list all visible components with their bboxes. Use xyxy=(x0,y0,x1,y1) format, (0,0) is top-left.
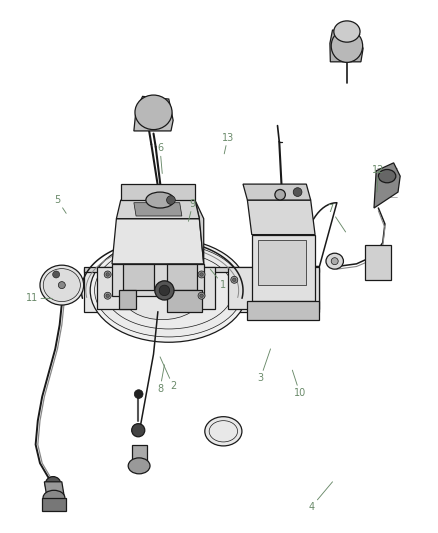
Text: 4: 4 xyxy=(308,482,332,512)
Ellipse shape xyxy=(43,490,65,505)
Polygon shape xyxy=(247,200,315,235)
Circle shape xyxy=(200,273,203,276)
Circle shape xyxy=(200,294,203,297)
Circle shape xyxy=(293,188,302,197)
Polygon shape xyxy=(134,96,173,131)
Circle shape xyxy=(198,271,205,278)
Circle shape xyxy=(134,390,143,399)
Ellipse shape xyxy=(40,265,84,305)
Text: 11: 11 xyxy=(26,293,52,303)
Text: 7: 7 xyxy=(327,204,346,232)
Polygon shape xyxy=(84,266,319,272)
Polygon shape xyxy=(247,301,319,320)
Polygon shape xyxy=(365,245,392,280)
Polygon shape xyxy=(112,219,204,264)
Text: 1: 1 xyxy=(210,269,226,290)
Polygon shape xyxy=(97,266,215,309)
Polygon shape xyxy=(258,240,306,285)
Text: 3: 3 xyxy=(258,349,271,383)
Text: 13: 13 xyxy=(222,133,234,154)
Ellipse shape xyxy=(146,192,174,208)
Circle shape xyxy=(331,257,338,265)
Polygon shape xyxy=(132,445,147,463)
Circle shape xyxy=(53,271,60,278)
Polygon shape xyxy=(123,264,153,290)
Circle shape xyxy=(132,424,145,437)
Polygon shape xyxy=(195,200,204,264)
Polygon shape xyxy=(112,264,204,296)
Polygon shape xyxy=(330,30,363,62)
Polygon shape xyxy=(166,264,197,290)
Text: 10: 10 xyxy=(292,370,306,398)
Polygon shape xyxy=(252,235,315,301)
Polygon shape xyxy=(117,200,199,219)
Circle shape xyxy=(106,273,110,276)
Circle shape xyxy=(275,190,286,200)
Circle shape xyxy=(58,281,65,288)
Circle shape xyxy=(104,271,111,278)
Text: 8: 8 xyxy=(157,365,164,394)
Polygon shape xyxy=(134,203,182,216)
Ellipse shape xyxy=(43,269,81,302)
Circle shape xyxy=(233,278,236,281)
Ellipse shape xyxy=(334,21,360,42)
Circle shape xyxy=(166,196,175,205)
Text: 12: 12 xyxy=(372,165,385,192)
Polygon shape xyxy=(243,184,311,200)
Ellipse shape xyxy=(90,239,247,342)
Polygon shape xyxy=(44,482,64,495)
Circle shape xyxy=(159,285,170,296)
Polygon shape xyxy=(374,163,400,208)
Ellipse shape xyxy=(128,458,150,474)
Polygon shape xyxy=(84,269,319,312)
Ellipse shape xyxy=(378,169,396,183)
Text: 9: 9 xyxy=(188,199,196,221)
Ellipse shape xyxy=(331,29,363,62)
Ellipse shape xyxy=(205,417,242,446)
Circle shape xyxy=(155,281,174,300)
Ellipse shape xyxy=(326,253,343,269)
Polygon shape xyxy=(119,290,136,309)
Circle shape xyxy=(231,276,238,283)
Polygon shape xyxy=(166,290,201,312)
Text: 2: 2 xyxy=(160,357,176,391)
Ellipse shape xyxy=(135,95,172,130)
Polygon shape xyxy=(121,184,195,200)
Polygon shape xyxy=(228,266,319,309)
Circle shape xyxy=(198,292,205,299)
Polygon shape xyxy=(42,498,66,511)
Ellipse shape xyxy=(95,244,243,337)
Text: 5: 5 xyxy=(54,195,66,213)
Circle shape xyxy=(106,294,110,297)
Circle shape xyxy=(104,292,111,299)
Circle shape xyxy=(45,477,61,492)
Text: 6: 6 xyxy=(157,143,163,173)
Ellipse shape xyxy=(123,272,201,320)
